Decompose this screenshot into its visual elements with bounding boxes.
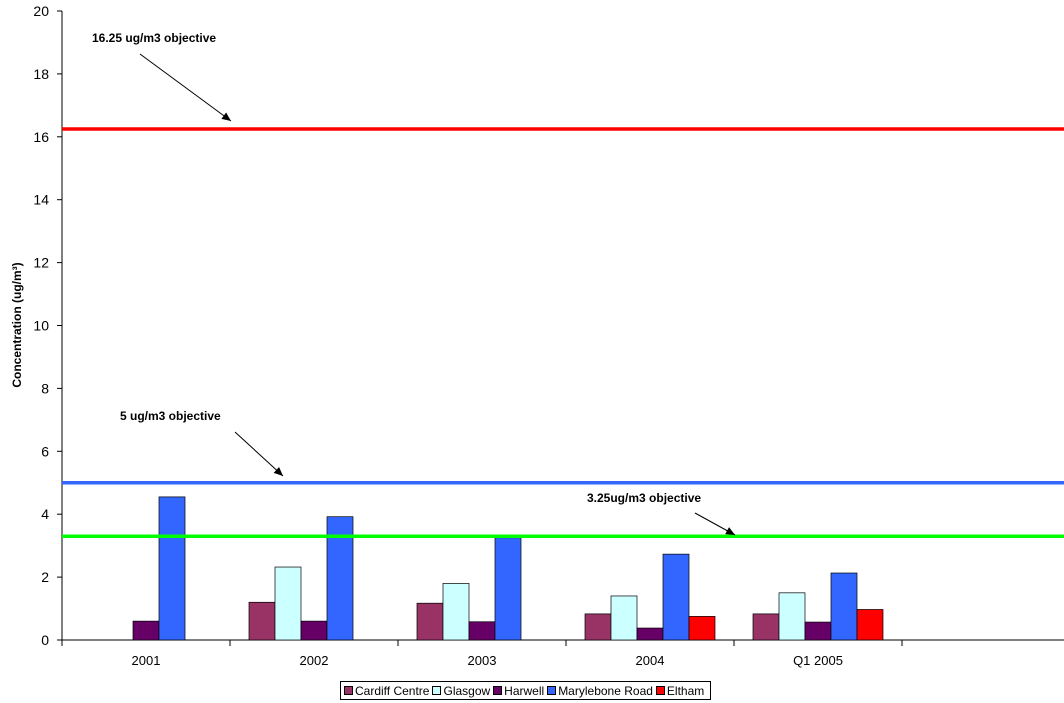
annotation-arrow <box>234 431 284 477</box>
y-tick-label: 10 <box>33 318 49 334</box>
bars <box>132 496 884 641</box>
legend-swatch <box>655 686 665 695</box>
legend-swatch <box>547 686 557 695</box>
x-tick-label: 2001 <box>132 653 161 668</box>
y-tick-label: 8 <box>41 380 49 396</box>
y-tick-label: 18 <box>33 66 49 82</box>
objective-label: 3.25ug/m3 objective <box>587 491 701 505</box>
annotation-arrowhead <box>273 466 283 476</box>
bar-marylebone-road <box>662 553 690 641</box>
bar-harwell <box>132 620 160 641</box>
y-tick-label: 12 <box>33 255 49 271</box>
y-tick-label: 14 <box>33 192 49 208</box>
y-tick-label: 20 <box>33 3 49 19</box>
bar-eltham <box>856 609 884 641</box>
annotation-arrowhead <box>221 112 231 121</box>
legend-label: Marylebone Road <box>558 683 653 698</box>
bar-cardiff-centre <box>248 601 276 641</box>
objective-lines <box>62 127 1064 538</box>
x-tick-label: Q1 2005 <box>793 653 843 668</box>
legend-item: Harwell <box>493 684 544 698</box>
legend-item: Glasgow <box>432 684 490 698</box>
bar-marylebone-road <box>494 537 522 641</box>
y-tick-label: 6 <box>41 443 49 459</box>
bar-harwell <box>636 627 664 641</box>
legend-label: Glasgow <box>443 683 491 698</box>
bar-cardiff-centre <box>584 613 612 641</box>
legend-label: Harwell <box>504 683 545 698</box>
x-tick-label: 2004 <box>636 653 665 668</box>
objective-label: 5 ug/m3 objective <box>120 409 221 423</box>
bar-glasgow <box>778 592 806 641</box>
y-tick-label: 16 <box>33 129 49 145</box>
bar-cardiff-centre <box>752 613 780 641</box>
legend-item: Marylebone Road <box>547 684 653 698</box>
bar-eltham <box>688 616 716 641</box>
y-tick-label: 4 <box>41 506 49 522</box>
y-tick-label: 2 <box>41 569 49 585</box>
legend-item: Cardiff Centre <box>344 684 429 698</box>
bar-marylebone-road <box>830 572 858 641</box>
annotations: 16.25 ug/m3 objective 5 ug/m3 objective 3.… <box>92 31 736 536</box>
bar-harwell <box>300 620 328 641</box>
y-ticks: 0 2 4 6 8 10 12 14 16 18 20 <box>33 3 62 648</box>
legend-swatch <box>344 686 353 695</box>
chart-canvas: 0 2 4 6 8 10 12 14 16 18 20 2001 2002 2003 2004 Q1 200… <box>10 3 1064 668</box>
bar-glasgow <box>610 595 638 641</box>
bar-cardiff-centre <box>416 602 444 641</box>
x-tick-label: 2003 <box>468 653 497 668</box>
x-ticks: 2001 2002 2003 2004 Q1 2005 <box>61 640 903 668</box>
bar-glasgow <box>274 566 302 641</box>
annotation-arrowhead <box>725 527 735 535</box>
x-tick-label: 2002 <box>300 653 329 668</box>
legend: Cardiff Centre Glasgow Harwell Marylebone R… <box>340 681 712 700</box>
legend-label: Eltham <box>666 683 705 698</box>
y-axis-label: Concentration (ug/m³) <box>10 262 24 387</box>
annotation-arrow <box>139 53 232 122</box>
objective-label: 16.25 ug/m3 objective <box>92 31 216 45</box>
bar-harwell <box>468 621 496 641</box>
bar-marylebone-road <box>158 496 186 641</box>
legend-item: Eltham <box>655 683 705 698</box>
legend-swatch <box>493 686 503 695</box>
legend-swatch <box>432 686 442 695</box>
legend-label: Cardiff Centre <box>355 683 430 698</box>
bar-harwell <box>804 621 832 641</box>
bar-glasgow <box>442 583 470 641</box>
y-tick-label: 0 <box>41 632 49 648</box>
